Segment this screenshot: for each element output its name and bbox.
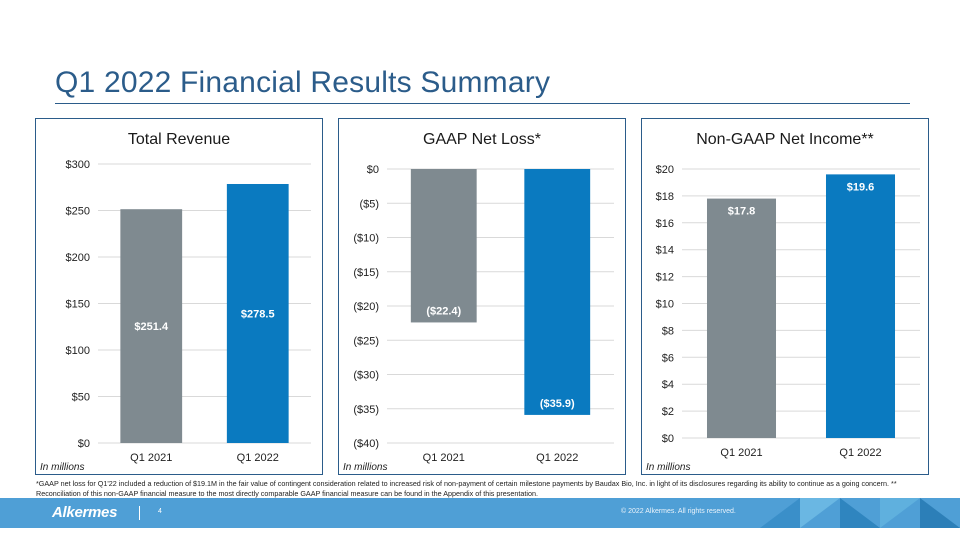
triangle-shape	[880, 498, 920, 528]
y-tick-label: $12	[656, 272, 674, 284]
data-label: ($22.4)	[426, 305, 461, 317]
triangle-shape	[800, 498, 840, 528]
y-tick-label: ($20)	[353, 301, 379, 313]
total-revenue-chart: $0 $50 $100 $150 $200 $250 $300 $251.4 Q1 2021 $2…	[66, 159, 311, 464]
bar-q1-2021	[706, 198, 777, 438]
y-tick-label: $0	[78, 438, 90, 450]
bar-q1-2022	[825, 174, 896, 438]
y-tick-label: $100	[66, 345, 90, 357]
y-tick-label: $150	[66, 299, 90, 311]
y-tick-label: ($10)	[353, 233, 379, 245]
chart-title: Total Revenue	[127, 131, 231, 148]
y-tick-label: $200	[66, 252, 90, 264]
x-category-label: Q1 2021	[130, 452, 172, 464]
y-tick-label: $300	[66, 159, 90, 171]
y-tick-label: $0	[367, 164, 379, 176]
copyright-text: © 2022 Alkermes. All rights reserved.	[621, 508, 736, 515]
x-category-label: Q1 2022	[536, 452, 578, 464]
y-tick-label: $6	[662, 352, 674, 364]
chart-title: GAAP Net Loss*	[423, 131, 541, 148]
gaap-net-loss-chart-panel: GAAP Net Loss* $0 ($5) ($10) ($15) ($20) ($25…	[338, 118, 626, 475]
y-tick-label: $2	[662, 406, 674, 418]
slide-title: Q1 2022 Financial Results Summary	[55, 66, 551, 99]
title-divider	[55, 103, 910, 104]
bar-q1-2021	[410, 169, 477, 323]
triangle-shape	[760, 498, 800, 528]
non-gaap-net-income-chart-panel: Non-GAAP Net Income** $0 $2 $4 $6 $8 $10 $12 $1…	[641, 118, 929, 475]
y-tick-label: $4	[662, 379, 674, 391]
bar-q1-2022	[524, 169, 591, 415]
x-category-label: Q1 2021	[720, 447, 762, 459]
y-tick-label: ($35)	[353, 404, 379, 416]
bar-q1-2022	[226, 183, 289, 443]
page-number: 4	[158, 508, 162, 515]
y-tick-label: $10	[656, 299, 674, 311]
y-tick-label: $8	[662, 325, 674, 337]
data-label: ($35.9)	[540, 398, 575, 410]
footnote: *GAAP net loss for Q1'22 included a redu…	[36, 479, 897, 498]
y-tick-label: $16	[656, 218, 674, 230]
total-revenue-chart-panel: Total Revenue $0 $50 $100 $150 $200 $250 $300 $…	[35, 118, 323, 475]
y-tick-label: $20	[656, 164, 674, 176]
x-category-label: Q1 2022	[839, 447, 881, 459]
data-label: $251.4	[134, 321, 169, 333]
alkermes-logo: Alkermes	[52, 504, 118, 521]
y-tick-label: ($25)	[353, 335, 379, 347]
triangle-shape	[920, 498, 960, 528]
bar-q1-2021	[120, 209, 183, 443]
unit-note: In millions	[40, 462, 85, 473]
y-tick-label: ($5)	[359, 198, 379, 210]
y-tick-label: ($30)	[353, 370, 379, 382]
y-tick-label: $50	[72, 392, 90, 404]
footer-divider	[139, 506, 140, 520]
triangle-shape	[840, 498, 880, 528]
y-tick-label: $18	[656, 191, 674, 203]
data-label: $17.8	[728, 206, 756, 218]
chart-title: Non-GAAP Net Income**	[696, 131, 874, 148]
unit-note: In millions	[646, 462, 691, 473]
decorative-triangles	[760, 498, 960, 528]
x-category-label: Q1 2022	[237, 452, 279, 464]
gaap-net-loss-chart: $0 ($5) ($10) ($15) ($20) ($25) ($30) ($35) ($40…	[353, 164, 614, 464]
non-gaap-net-income-chart: $0 $2 $4 $6 $8 $10 $12 $14 $16 $18 $20 $17.8 Q1 2021…	[656, 164, 920, 459]
y-tick-label: $250	[66, 206, 90, 218]
y-tick-label: ($40)	[353, 438, 379, 450]
x-category-label: Q1 2021	[423, 452, 465, 464]
data-label: $19.6	[847, 181, 875, 193]
unit-note: In millions	[343, 462, 388, 473]
y-tick-label: $14	[656, 245, 674, 257]
data-label: $278.5	[241, 308, 275, 320]
footer-bar: Alkermes 4 © 2022 Alkermes. All rights r…	[0, 498, 960, 528]
y-tick-label: $0	[662, 433, 674, 445]
y-tick-label: ($15)	[353, 267, 379, 279]
